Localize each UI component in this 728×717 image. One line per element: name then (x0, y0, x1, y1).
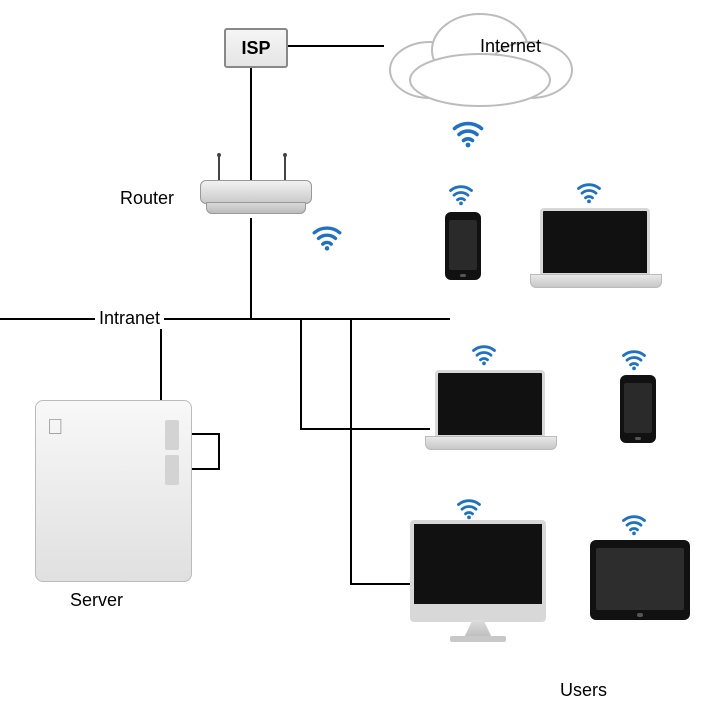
server-label: Server (70, 590, 123, 611)
wifi-icon (455, 494, 483, 522)
wifi-icon (450, 115, 486, 151)
wifi-icon (447, 180, 475, 208)
wifi-icon (620, 345, 648, 373)
isp-node: ISP (224, 28, 288, 68)
intranet-label: Intranet (95, 308, 164, 329)
apple-icon:  (47, 414, 64, 440)
connection-wire (300, 318, 302, 428)
internet-label: Internet (480, 36, 541, 57)
connection-wire (190, 468, 220, 470)
tablet-device (590, 540, 690, 620)
smartphone-device (445, 212, 481, 280)
users-label: Users (560, 680, 607, 701)
connection-wire (0, 318, 450, 320)
router-device (200, 180, 310, 230)
wifi-icon (575, 178, 603, 206)
connection-wire (250, 218, 252, 318)
connection-wire (350, 318, 352, 583)
connection-wire (190, 433, 220, 435)
smartphone-device (620, 375, 656, 443)
wifi-icon (620, 510, 648, 538)
laptop-device (530, 208, 660, 290)
desktop-device (410, 520, 550, 640)
router-label: Router (120, 188, 174, 209)
connection-wire (300, 428, 430, 430)
wifi-icon (310, 220, 344, 254)
wifi-icon (470, 340, 498, 368)
network-diagram: ISP Internet Router Intranet Server User… (0, 0, 728, 717)
connection-wire (250, 64, 252, 194)
connection-wire (218, 433, 220, 468)
isp-label: ISP (241, 39, 270, 57)
connection-wire (284, 45, 384, 47)
laptop-device (425, 370, 555, 452)
server-device:  (35, 400, 190, 580)
